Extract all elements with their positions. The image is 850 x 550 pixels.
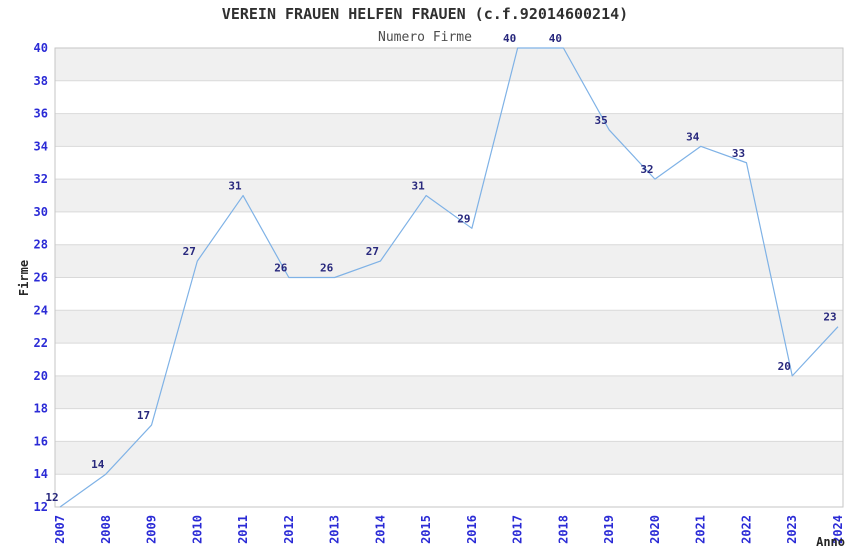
stripe-band: [55, 244, 843, 278]
data-point-label: 29: [457, 212, 470, 225]
data-point-label: 31: [411, 180, 425, 193]
stripe-band: [55, 441, 843, 475]
data-point-label: 34: [686, 130, 700, 143]
data-point-labels: 12 14 17 27 31 26 26 27 31 29 40 40 35 32 34 33 20 23: [45, 32, 836, 504]
x-tick-label: 2010: [190, 515, 204, 544]
y-tick-label: 36: [34, 107, 48, 121]
data-point-label: 27: [366, 245, 379, 258]
y-tick-label: 22: [34, 336, 48, 350]
y-tick-label: 34: [34, 139, 48, 153]
data-point-label: 17: [137, 409, 150, 422]
x-tick-label: 2009: [145, 515, 159, 544]
x-tick-label: 2011: [236, 515, 250, 544]
x-tick-label: 2018: [556, 515, 570, 544]
data-point-label: 33: [732, 147, 745, 160]
y-tick-label: 32: [34, 172, 48, 186]
stripe-band: [55, 179, 843, 212]
data-point-label: 26: [274, 262, 288, 275]
data-point-label: 20: [778, 360, 791, 373]
x-tick-label: 2020: [648, 515, 662, 544]
data-point-label: 35: [595, 114, 608, 127]
y-tick-label: 16: [34, 434, 48, 448]
x-tick-label: 2022: [739, 515, 753, 544]
series-line: [59, 47, 839, 508]
stripe-band: [55, 375, 843, 409]
y-tick-label: 20: [34, 369, 48, 383]
data-point-label: 12: [45, 491, 58, 504]
y-tick-label: 28: [34, 238, 48, 252]
y-tick-label: 12: [34, 500, 48, 514]
x-axis-title: Anno: [816, 535, 845, 549]
data-point-label: 40: [503, 32, 516, 45]
data-point-label: 14: [91, 458, 105, 471]
chart-subtitle: Numero Firme: [378, 30, 472, 45]
plot-border: [54, 47, 844, 508]
y-tick-label: 24: [34, 303, 48, 317]
y-axis-title: Firme: [17, 260, 31, 296]
x-tick-label: 2013: [328, 515, 342, 544]
y-tick-label: 38: [34, 74, 48, 88]
data-point-label: 32: [640, 163, 653, 176]
x-axis-tick-labels: 2007 2008 2009 2010 2011 2012 2013 2014 2015 2016…: [53, 515, 845, 544]
x-tick-label: 2023: [785, 515, 799, 544]
x-tick-label: 2021: [694, 515, 708, 544]
x-tick-label: 2017: [511, 515, 525, 544]
x-tick-label: 2024: [831, 515, 845, 544]
horizontal-gridlines: [55, 47, 843, 508]
data-point-label: 26: [320, 262, 334, 275]
data-point-label: 31: [228, 180, 242, 193]
x-tick-label: 2007: [53, 515, 67, 544]
y-tick-label: 40: [34, 41, 48, 55]
data-point-label: 40: [549, 32, 562, 45]
y-tick-label: 30: [34, 205, 48, 219]
plot-stripe-bands: [55, 48, 843, 475]
y-tick-label: 18: [34, 402, 48, 416]
y-tick-label: 14: [34, 467, 48, 481]
chart-title: VEREIN FRAUEN HELFEN FRAUEN (c.f.9201460…: [222, 5, 628, 23]
x-tick-label: 2016: [465, 515, 479, 544]
x-tick-label: 2012: [282, 515, 296, 544]
stripe-band: [55, 48, 843, 81]
data-point-label: 27: [183, 245, 196, 258]
y-tick-label: 26: [34, 271, 48, 285]
x-tick-label: 2015: [419, 515, 433, 544]
x-tick-label: 2008: [99, 515, 113, 544]
stripe-band: [55, 113, 843, 147]
data-point-label: 23: [823, 311, 836, 324]
x-tick-label: 2014: [373, 515, 387, 544]
x-tick-label: 2019: [602, 515, 616, 544]
stripe-band: [55, 310, 843, 344]
y-axis-tick-labels: 12 14 16 18 20 22 24 26 28 30 32 34 36 38 40: [34, 41, 48, 514]
